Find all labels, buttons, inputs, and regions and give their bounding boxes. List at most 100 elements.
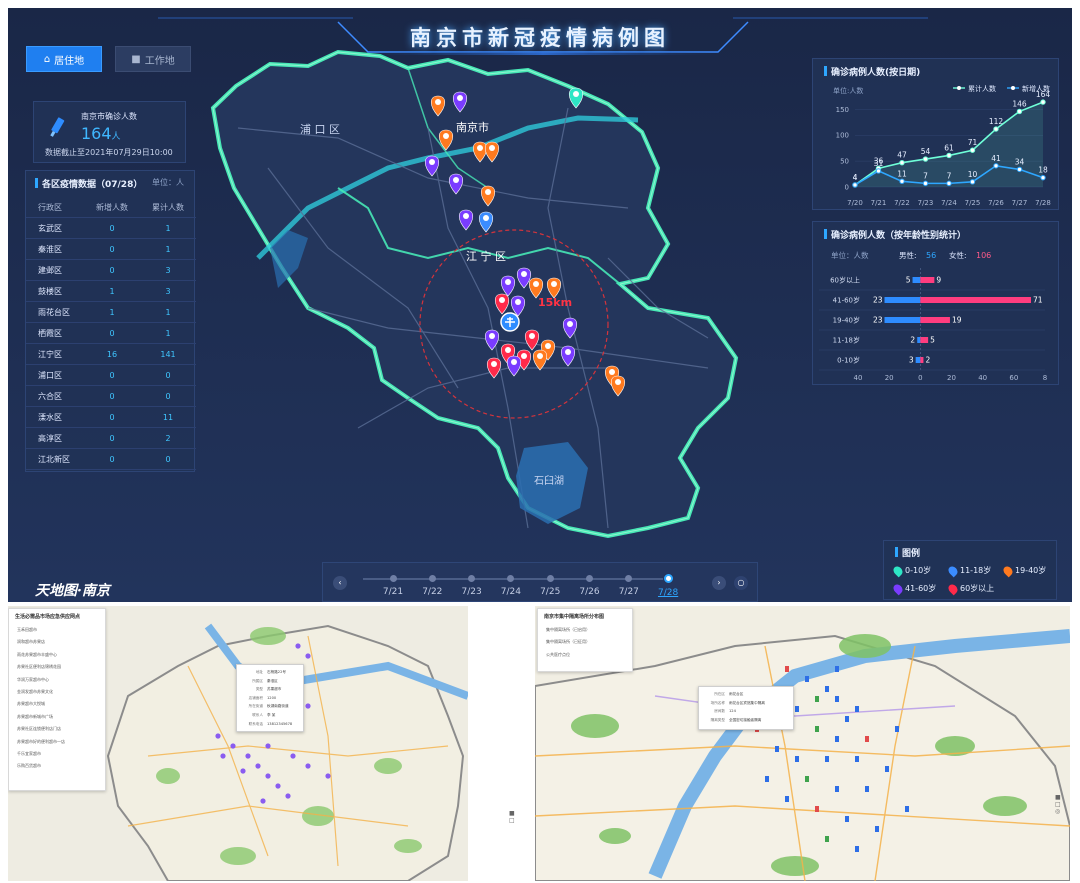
- timeline-date[interactable]: 7/26: [572, 573, 608, 597]
- quarantine-flag-icon: [905, 806, 909, 812]
- locate-icon[interactable]: ◎: [1055, 808, 1061, 815]
- popup-value: 124: [729, 709, 736, 714]
- timeline-date[interactable]: 7/23: [454, 573, 490, 597]
- zoom-in-button[interactable]: ■: [1055, 794, 1061, 801]
- header-district: 行政区: [38, 202, 62, 212]
- tab-workplace[interactable]: ■ 工作地: [115, 46, 191, 72]
- legend-label: 0-10岁: [905, 566, 932, 575]
- popup-key: 店铺面积: [248, 695, 263, 700]
- title-text: 南京市新冠疫情病例图: [410, 26, 670, 50]
- female-bar: [920, 337, 929, 343]
- supply-point-icon: [215, 733, 221, 739]
- case-pin-shape: [480, 185, 496, 207]
- zoom-controls[interactable]: ■ □ ◎: [1055, 794, 1064, 815]
- person-icon: [521, 271, 527, 277]
- case-pins[interactable]: [424, 87, 626, 397]
- syringe-icon: [50, 117, 65, 137]
- daily-cases-panel: 确诊病例人数(按日期) 单位:人数 0 50 100 150 7/20 7/21 7/22 7/…: [812, 58, 1059, 210]
- table-row: 溧水区 0 11: [26, 407, 196, 428]
- quarantine-list: 南京市集中隔离场所分布图 集中隔离场所（已启用） 集中隔离场所（已征用） 公共医疗点…: [537, 608, 633, 672]
- x-tick-label: 7/25: [965, 199, 981, 207]
- timeline-dot: [468, 575, 476, 582]
- data-label: 4: [853, 173, 858, 182]
- zoom-out-button[interactable]: □: [1055, 801, 1061, 808]
- tab-residence[interactable]: ⌂ 居住地: [26, 46, 102, 72]
- person-icon: [505, 347, 511, 353]
- timeline-next-button[interactable]: ›: [712, 576, 726, 590]
- district-new: 0: [109, 370, 115, 380]
- district-total: 2: [165, 433, 171, 443]
- timeline-dot: [663, 574, 673, 583]
- list-item: 苏果社区便利店锦绣花园: [17, 664, 61, 670]
- case-pin-icon: [424, 155, 440, 177]
- timeline-date-label: 7/22: [422, 587, 443, 597]
- timeline-dot: [586, 575, 593, 582]
- timeline-date[interactable]: 7/24: [493, 573, 529, 597]
- pan-icon[interactable]: ■: [509, 810, 515, 817]
- quarantine-flag-icon: [775, 746, 779, 752]
- date-timeline[interactable]: ‹ 7/21 7/22 7/23 7/24 7/25 7/26 7/27 7/28 › ○: [322, 562, 758, 602]
- case-pin-icon: [510, 295, 526, 317]
- popup-key: 地址: [255, 670, 263, 674]
- legend-item: 11-18岁: [946, 564, 992, 577]
- case-pin-icon: [568, 87, 584, 109]
- popup-row: 类型 苏果超市: [237, 685, 303, 694]
- table-row: 江宁区 16 141: [26, 344, 196, 365]
- timeline-date[interactable]: 7/21: [375, 573, 411, 597]
- data-point: [969, 179, 976, 185]
- case-pin-shape: [424, 155, 440, 177]
- map-a-controls[interactable]: ■ □: [509, 810, 518, 824]
- district-total: 0: [165, 370, 171, 380]
- case-pin-icon: [560, 345, 576, 367]
- tab-residence-label: 居住地: [54, 55, 85, 67]
- popup-row: 隔离类型 全国密切接触者隔离: [699, 716, 793, 725]
- supply-map-canvas[interactable]: [8, 606, 468, 881]
- legend-label: 11-18岁: [960, 566, 992, 575]
- data-point: [969, 147, 976, 153]
- case-pin-shape: [494, 293, 510, 315]
- quarantine-sites-map[interactable]: 南京市集中隔离场所分布图 集中隔离场所（已启用） 集中隔离场所（已征用） 公共医疗点…: [535, 606, 1070, 881]
- district-total: 1: [165, 307, 171, 317]
- popup-value: 雨花台区宾馆集中隔离: [729, 700, 765, 705]
- popup-row: 所属区 秦淮区: [237, 677, 303, 686]
- popup-key: 隔离类型: [710, 717, 725, 722]
- supply-point-icon: [245, 753, 251, 759]
- person-icon: [489, 333, 495, 339]
- quarantine-flag-icon: [835, 736, 839, 742]
- district-total: 0: [165, 454, 171, 464]
- person-icon: [545, 343, 551, 349]
- district-new: 0: [109, 412, 115, 422]
- popup-key: 所属区: [252, 678, 263, 683]
- list-item: 金润发超市苏果文化: [17, 688, 53, 694]
- person-icon: [511, 359, 517, 365]
- map-label-pukou: 浦 口 区: [300, 123, 340, 136]
- building-icon: ■: [131, 53, 141, 65]
- timeline-date[interactable]: 7/25: [532, 573, 568, 597]
- timeline-dot: [546, 575, 554, 582]
- person-icon: [505, 279, 511, 285]
- quarantine-flag-icon: [865, 786, 869, 792]
- male-bar: [917, 337, 921, 343]
- timeline-date[interactable]: 7/27: [611, 573, 647, 597]
- timeline-prev-button[interactable]: ‹: [333, 576, 347, 590]
- timeline-date-label: 7/27: [618, 587, 639, 597]
- supply-point-icon: [325, 773, 331, 779]
- x-tick-label: 40: [978, 374, 987, 382]
- data-point: [993, 126, 999, 132]
- home-icon: ⌂: [43, 53, 51, 65]
- supply-points-map[interactable]: 生活必需品市场应急供应网点 玉禾田超市 润和超市苏果店 雨花苏果超市丰盛中心 苏果社区…: [8, 606, 468, 881]
- quarantine-flag-icon: [765, 776, 769, 782]
- timeline-date[interactable]: 7/22: [414, 573, 450, 597]
- popup-value: 雨花台区: [729, 692, 744, 696]
- y-tick-label: 150: [836, 106, 849, 114]
- popup-row: 店铺面积 1200: [237, 694, 303, 703]
- reset-icon[interactable]: □: [509, 817, 515, 824]
- x-tick-label: 7/20: [847, 199, 863, 207]
- unit-label: 单位：人数: [831, 250, 869, 260]
- supply-point-icon: [260, 798, 266, 804]
- quarantine-flag-icon: [835, 786, 839, 792]
- timeline-play-button[interactable]: ○: [734, 576, 748, 590]
- pin-icon: [891, 582, 905, 595]
- timeline-date[interactable]: 7/28: [650, 573, 686, 598]
- district-new: 0: [109, 454, 115, 464]
